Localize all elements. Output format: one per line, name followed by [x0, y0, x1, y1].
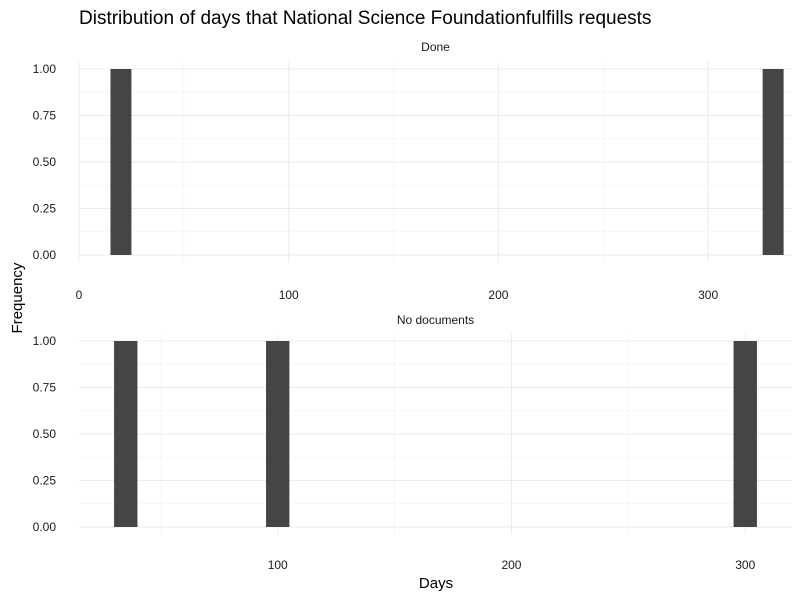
histogram-bar — [114, 341, 138, 527]
facet-panel-2: No documents 0.00 0.25 0.50 0.75 1.00 100 200 30… — [33, 313, 792, 572]
y-tick-label: 0.50 — [33, 427, 57, 441]
histogram-bar — [733, 341, 757, 527]
y-tick-label: 0.75 — [33, 109, 57, 123]
x-tick-label: 300 — [735, 558, 755, 572]
x-tick-label: 100 — [279, 288, 299, 302]
y-tick-label: 0.00 — [33, 520, 57, 534]
x-tick-label: 200 — [488, 288, 508, 302]
y-tick-label: 0.75 — [33, 381, 57, 395]
chart-title: Distribution of days that National Scien… — [79, 8, 651, 29]
y-tick-label: 0.25 — [33, 202, 57, 216]
x-tick-label: 200 — [501, 558, 521, 572]
x-tick-label: 100 — [268, 558, 288, 572]
y-tick-label: 0.25 — [33, 474, 57, 488]
facet-label: No documents — [397, 313, 474, 327]
x-axis-title: Days — [419, 575, 453, 592]
x-tick-label: 300 — [698, 288, 718, 302]
facet-label: Done — [421, 40, 450, 54]
y-tick-label: 0.00 — [33, 248, 57, 262]
histogram-bar — [762, 69, 784, 255]
x-tick-label: 0 — [76, 288, 83, 302]
y-tick-label: 1.00 — [33, 62, 57, 76]
y-tick-label: 0.50 — [33, 155, 57, 169]
y-axis-title: Frequency — [9, 262, 26, 333]
facet-panel-1: Done 0.00 0.25 0.50 0.75 1.00 0 100 200 300 — [33, 40, 792, 302]
y-tick-label: 1.00 — [33, 334, 57, 348]
histogram-bar — [266, 341, 290, 527]
histogram-bar — [110, 69, 132, 255]
